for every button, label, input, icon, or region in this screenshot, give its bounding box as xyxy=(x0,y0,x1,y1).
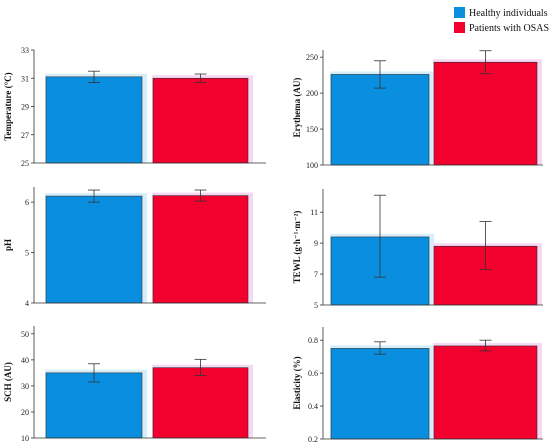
error-bar-healthy xyxy=(88,70,100,83)
y-tick-label: 200 xyxy=(306,89,318,98)
legend-swatch-osas xyxy=(454,22,465,33)
y-axis-label: pH xyxy=(3,239,13,251)
y-tick-label: 30 xyxy=(21,382,29,391)
y-tick-label: 4 xyxy=(25,299,29,308)
chart-panel-6: 0.2 0.4 0.6 0.8 Elasticity (%) xyxy=(292,327,543,444)
y-tick-label: 7 xyxy=(314,270,318,279)
error-bar-osas xyxy=(194,73,207,83)
bar-osas xyxy=(152,195,249,304)
error-bar-osas xyxy=(194,189,207,202)
bar-osas xyxy=(433,61,538,166)
chart-panel-3: 4 5 6 pH xyxy=(3,187,266,308)
y-tick-label: 6 xyxy=(25,198,29,207)
y-tick-label: 11 xyxy=(310,208,318,217)
y-tick-label: 40 xyxy=(21,356,29,365)
error-bar-healthy xyxy=(374,194,386,278)
y-tick-label: 10 xyxy=(21,434,29,443)
y-axis-label: Elasticity (%) xyxy=(292,356,302,409)
y-tick-label: 5 xyxy=(314,301,318,310)
legend: Healthy individuals Patients with OSAS xyxy=(454,7,549,34)
y-tick-label: 5 xyxy=(25,249,29,258)
error-bar-osas xyxy=(479,50,492,75)
error-bar-healthy xyxy=(88,363,100,383)
y-tick-label: 31 xyxy=(21,74,29,83)
y-tick-label: 150 xyxy=(306,125,318,134)
error-bar-osas xyxy=(194,358,207,376)
error-bar-osas xyxy=(479,339,492,352)
y-tick-label: 0.4 xyxy=(308,402,318,411)
y-tick-label: 250 xyxy=(306,53,318,62)
y-axis-label: Erythema (AU) xyxy=(292,78,302,138)
y-axis-label: Temperature (°C) xyxy=(3,72,13,140)
legend-label-osas: Patients with OSAS xyxy=(469,23,549,34)
error-bar-healthy xyxy=(374,341,386,355)
y-tick-label: 25 xyxy=(21,159,29,168)
bar-osas xyxy=(433,345,538,440)
legend-swatch-healthy xyxy=(454,7,465,18)
chart-panel-1: 25 27 29 31 33 Temperature (°C) xyxy=(3,46,266,168)
y-tick-label: 0.6 xyxy=(308,369,318,378)
error-bar-healthy xyxy=(88,189,100,203)
chart-panel-5: 10 20 30 40 50 SCH (AU) xyxy=(3,326,266,443)
y-axis-label: TEWL (g·h⁻¹·m⁻²) xyxy=(292,211,302,284)
bar-osas xyxy=(152,367,249,439)
y-tick-label: 0.2 xyxy=(308,435,318,444)
y-tick-label: 100 xyxy=(306,161,318,170)
chart-panels: 25 27 29 31 33 Temperature (°C) 100 150 200 250 Er… xyxy=(3,46,543,444)
bar-healthy xyxy=(45,195,143,304)
y-tick-label: 29 xyxy=(21,103,29,112)
error-bar-healthy xyxy=(374,60,386,89)
y-tick-label: 50 xyxy=(21,330,29,339)
error-bar-osas xyxy=(479,221,492,270)
y-axis-label: SCH (AU) xyxy=(3,362,13,402)
bar-healthy xyxy=(330,348,430,440)
legend-label-healthy: Healthy individuals xyxy=(469,8,548,19)
bar-healthy xyxy=(45,372,143,439)
bar-osas xyxy=(152,77,249,164)
y-tick-label: 20 xyxy=(21,408,29,417)
chart-panel-4: 5 7 9 11 TEWL (g·h⁻¹·m⁻²) xyxy=(292,189,543,310)
y-tick-label: 33 xyxy=(21,46,29,55)
bar-healthy xyxy=(45,76,143,164)
y-tick-label: 9 xyxy=(314,239,318,248)
y-tick-label: 0.8 xyxy=(308,336,318,345)
chart-panel-2: 100 150 200 250 Erythema (AU) xyxy=(292,50,543,170)
y-tick-label: 27 xyxy=(21,131,29,140)
